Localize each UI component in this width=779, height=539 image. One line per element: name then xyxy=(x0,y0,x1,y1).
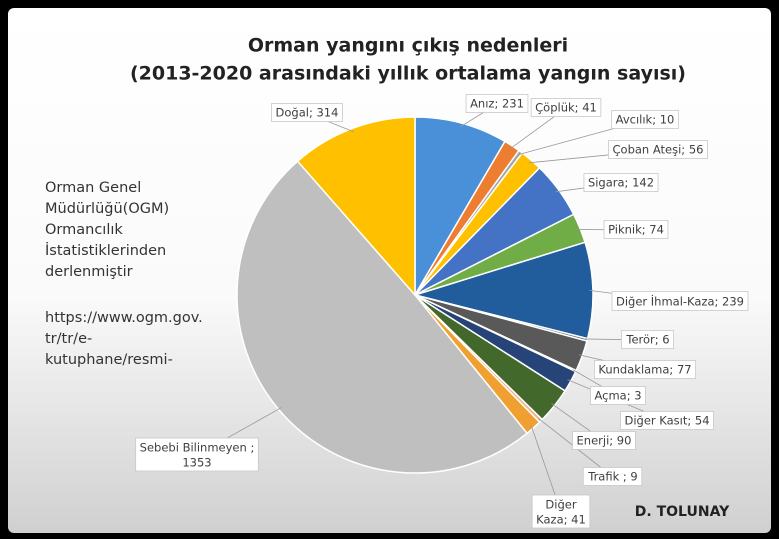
data-label: Sebebi Bilinmeyen ; 1353 xyxy=(140,440,255,469)
label-box xyxy=(608,140,708,159)
data-label: Anız; 231 xyxy=(470,97,524,111)
label-box xyxy=(465,94,529,113)
data-label: Çoban Ateşi; 56 xyxy=(613,143,704,157)
label-box xyxy=(530,98,602,117)
data-label: Çöplük; 41 xyxy=(535,101,597,115)
label-box xyxy=(572,431,636,450)
label-box xyxy=(611,291,749,311)
label-box xyxy=(531,494,591,529)
data-label: Avcılık; 10 xyxy=(616,113,675,127)
source-note: Ormancılık xyxy=(45,222,123,238)
source-url: tr/tr/e- xyxy=(45,331,92,347)
label-box xyxy=(611,110,679,129)
data-label: Sigara; 142 xyxy=(588,176,654,190)
label-box xyxy=(620,330,675,349)
label-box xyxy=(603,220,669,239)
data-label: Açma; 3 xyxy=(594,389,641,403)
pie-slice xyxy=(412,241,594,340)
data-label: Enerji; 90 xyxy=(577,434,632,448)
label-box xyxy=(593,360,697,379)
label-box xyxy=(582,467,643,486)
chart-title: Orman yangını çıkış nedenleri xyxy=(248,35,568,57)
data-label: Diğer Kasıt; 54 xyxy=(624,414,709,428)
data-label: Piknik; 74 xyxy=(608,223,664,237)
source-url: https://www.ogm.gov. xyxy=(45,310,203,326)
source-note: derlenmiştir xyxy=(45,264,133,280)
source-note: Orman Genel xyxy=(45,180,141,196)
author: D. TOLUNAY xyxy=(635,504,730,520)
pie-slice xyxy=(236,160,529,474)
pie-slice xyxy=(414,116,506,298)
data-label: Trafik ; 9 xyxy=(587,470,638,484)
source-note: İstatistiklerinden xyxy=(45,241,166,259)
label-box xyxy=(620,411,714,430)
data-label: Diğer İhmal-Kaza; 239 xyxy=(616,294,744,309)
source-note: Müdürlüğü(OGM) xyxy=(45,201,169,217)
data-label: Terör; 6 xyxy=(625,333,669,347)
data-label: Diğer Kaza; 41 xyxy=(536,497,586,526)
data-label: Kundaklama; 77 xyxy=(598,363,691,377)
pie-slice xyxy=(296,116,416,297)
label-box xyxy=(135,437,259,472)
label-box xyxy=(583,173,659,192)
source-url: kutuphane/resmi- xyxy=(45,352,173,368)
chart-subtitle: (2013-2020 arasındaki yıllık ortalama ya… xyxy=(130,63,686,85)
label-box xyxy=(590,386,646,405)
data-label: Doğal; 314 xyxy=(276,106,339,120)
label-box xyxy=(271,103,343,122)
